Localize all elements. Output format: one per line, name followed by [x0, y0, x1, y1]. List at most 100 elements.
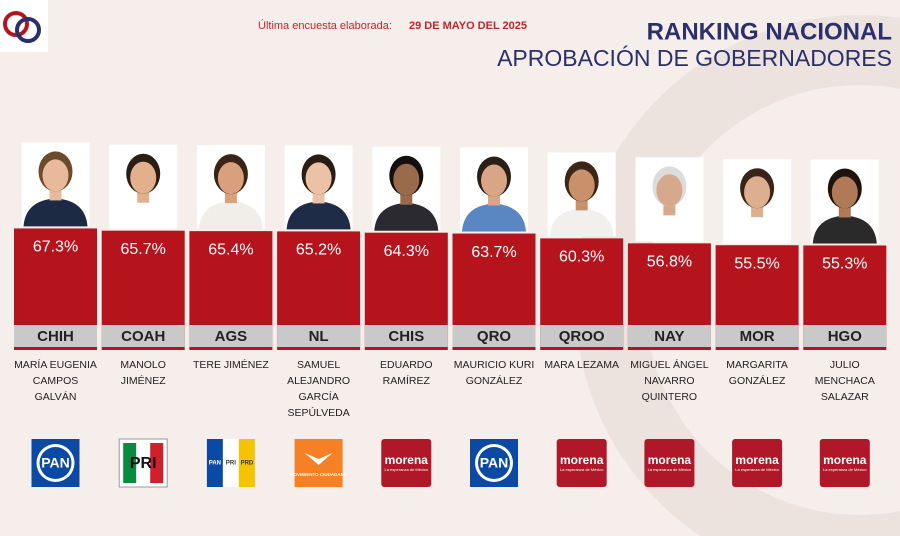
logo-bg [381, 439, 432, 487]
logo-slogan: La esperanza de México [648, 467, 692, 472]
logo-text: morena [735, 453, 779, 467]
photo-face [217, 162, 244, 195]
logo-stripe [222, 439, 239, 487]
category-band [101, 325, 185, 347]
category-band [715, 325, 799, 347]
x-tick-label: NAY [654, 328, 684, 345]
photo-face [481, 164, 507, 197]
candidate-name: MIGUEL ÁNGEL NAVARRO QUINTERO [630, 359, 709, 403]
party-logo: PAN [470, 439, 518, 487]
category-band [14, 325, 97, 347]
logo-green [123, 443, 137, 483]
logo-text: PRD [241, 461, 254, 467]
photo-body [374, 202, 439, 231]
value-label: 65.2% [296, 242, 341, 259]
photo-neck [312, 191, 325, 204]
candidate-name: MARA LEZAMA [544, 359, 620, 371]
note: Última encuesta elaborada: [258, 19, 392, 32]
logo-bg [732, 439, 783, 487]
logo-slogan: La esperanza de México [823, 467, 867, 472]
photo [460, 147, 528, 232]
category-band [364, 325, 448, 347]
photo-face [305, 162, 332, 195]
candidate-name: TERE JIMÉNEZ [192, 359, 269, 371]
value-label: 55.3% [822, 256, 867, 273]
candidate-name: MARGARITA GONZÁLEZ [726, 359, 788, 387]
photo [635, 157, 704, 242]
category-band [277, 325, 361, 347]
chart-subtitle: APROBACIÓN DE GOBERNADORES [497, 45, 892, 71]
candidate-name: SAMUEL ALEJANDRO GARCÍA SEPÚLVEDA [287, 359, 351, 419]
photo [109, 144, 178, 229]
logo-text: PAN [209, 461, 221, 467]
candidate-name: JULIO MENCHACA SALAZAR [814, 359, 875, 403]
photo-neck [400, 192, 413, 205]
logo-bg [644, 439, 695, 487]
photo [21, 142, 90, 227]
logo-slogan: La esperanza de México [385, 467, 429, 472]
photo-neck [575, 198, 588, 211]
logo-slogan: La esperanza de México [560, 467, 604, 472]
candidate-name: MANOLO JIMÉNEZ [120, 359, 166, 387]
x-tick-label: COAH [121, 328, 165, 345]
brand-logo [0, 0, 48, 52]
x-tick-label: MOR [740, 328, 775, 345]
photo-face [130, 161, 157, 194]
photo-face [744, 176, 771, 209]
photo [372, 146, 441, 231]
x-tick-label: NL [309, 328, 329, 345]
photo-body [23, 198, 88, 227]
x-tick-label: CHIH [37, 328, 74, 345]
party-logo: MOVIMIENTO CIUDADANO [290, 439, 348, 487]
photo-body [462, 203, 526, 232]
category-band [627, 325, 711, 347]
photo-neck [751, 205, 764, 218]
photo-neck [137, 190, 150, 203]
photo-body [637, 213, 702, 242]
photo-body [198, 201, 263, 230]
logo-text: PAN [41, 455, 70, 471]
value-label: 55.5% [734, 255, 779, 272]
x-tick-label: QROO [559, 328, 605, 345]
candidate-name: MAURICIO KURI GONZÁLEZ [453, 359, 535, 387]
logo-text: PRI [130, 455, 157, 472]
category-band [540, 325, 624, 347]
photo-face [568, 169, 595, 202]
value-label: 56.8% [647, 254, 692, 271]
value-label: 67.3% [33, 239, 78, 256]
value-label: 65.7% [121, 241, 166, 258]
candidate-name: EDUARDO RAMÍREZ [380, 359, 433, 387]
logo-text: morena [648, 453, 692, 467]
photo-body [812, 215, 877, 244]
photo-body [111, 200, 176, 229]
logo-red [150, 443, 164, 483]
logo-text: PRI [226, 461, 236, 467]
photo-neck [49, 188, 62, 201]
value-label: 65.4% [208, 241, 253, 258]
logo-stripe [238, 439, 255, 487]
logo-bg [556, 439, 607, 487]
category-band [189, 325, 273, 347]
photo-body [549, 208, 614, 237]
logo-text: PAN [480, 455, 509, 471]
value-label: 63.7% [471, 244, 516, 261]
photo-body [286, 201, 351, 230]
logo-bg [819, 439, 870, 487]
party-logo: PAN PRI PRD [206, 439, 255, 487]
logo-eagle [304, 453, 333, 465]
photo-face [656, 174, 683, 207]
candidate-name: MARÍA EUGENIA CAMPOS GALVÁN [14, 359, 97, 403]
logo-text: morena [560, 453, 604, 467]
photo-neck [838, 205, 851, 218]
x-tick-label: CHIS [388, 328, 424, 345]
photo-neck [488, 193, 500, 206]
party-logo: PAN [31, 439, 80, 487]
logo-text: morena [385, 453, 429, 467]
x-tick-label: AGS [215, 328, 248, 345]
party-logo: PRI [118, 438, 168, 488]
logo-text: morena [823, 453, 867, 467]
